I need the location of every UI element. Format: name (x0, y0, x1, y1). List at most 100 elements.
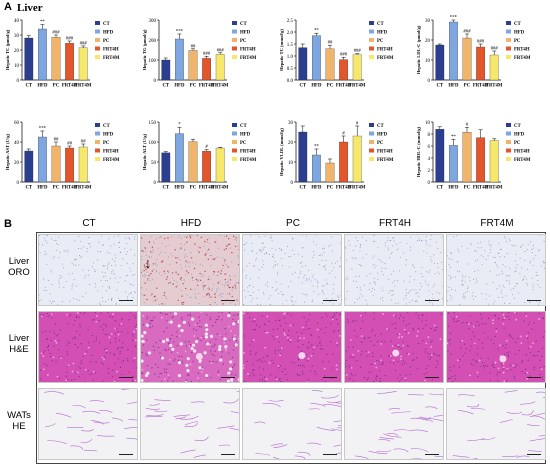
tissue-speck (301, 371, 304, 373)
tissue-speck (542, 262, 544, 264)
tissue-speck (454, 375, 456, 377)
tissue-speck (227, 237, 230, 240)
tissue-speck (99, 382, 100, 383)
adipocyte-membrane (149, 403, 161, 406)
tissue-speck (293, 253, 295, 255)
tissue-speck (354, 302, 356, 304)
tissue-speck (50, 355, 52, 357)
adipocyte-membrane (311, 390, 323, 392)
tissue-speck (495, 330, 498, 333)
adipocyte-membrane (334, 401, 341, 404)
tissue-speck (473, 278, 475, 280)
tissue-speck (361, 236, 363, 238)
tissue-speck (173, 312, 178, 316)
tissue-speck (145, 353, 147, 355)
tissue-speck (356, 287, 358, 289)
tissue-speck (459, 271, 461, 273)
tissue-speck (513, 297, 515, 299)
tissue-speck (309, 370, 312, 372)
tissue-speck (415, 292, 417, 294)
tissue-speck (217, 281, 220, 284)
tissue-speck (347, 278, 349, 280)
tissue-speck (121, 373, 123, 376)
tissue-speck (394, 327, 397, 329)
y-tick-label: 0 (154, 79, 157, 84)
tissue-speck (541, 378, 544, 380)
tissue-speck (372, 295, 374, 297)
tissue-speck (185, 363, 189, 367)
col-header-frt4h: FRT4H (378, 218, 412, 229)
tissue-speck (221, 296, 223, 298)
tissue-speck (186, 236, 188, 239)
tissue-speck (391, 345, 394, 348)
tissue-speck (156, 259, 158, 261)
tissue-speck (185, 254, 187, 256)
legend-swatch-pc (369, 140, 374, 144)
tissue-speck (46, 235, 48, 236)
tissue-speck (403, 298, 405, 300)
tissue-speck (303, 329, 305, 331)
tissue-speck (367, 351, 370, 354)
tissue-speck (151, 246, 154, 249)
tissue-speck (127, 349, 129, 351)
tissue-speck (394, 285, 396, 287)
tissue-speck (120, 322, 123, 325)
tissue-speck (304, 274, 306, 276)
legend-label: CT (240, 22, 247, 27)
tissue-speck (169, 358, 171, 361)
tissue-speck (307, 347, 309, 350)
tissue-speck (517, 337, 519, 340)
tissue-speck (150, 272, 152, 275)
tissue-speck (231, 261, 233, 263)
bar-frt4h (202, 58, 211, 81)
tissue-speck (365, 350, 367, 352)
tissue-speck (72, 362, 75, 365)
adipocyte-membrane (326, 400, 341, 403)
tissue-speck (460, 347, 462, 349)
tissue-speck (180, 289, 182, 291)
tissue-speck (292, 300, 294, 302)
tissue-speck (518, 292, 520, 294)
tissue-speck (333, 329, 335, 332)
tissue-speck (288, 256, 290, 258)
tissue-speck (143, 294, 146, 296)
tissue-speck (188, 261, 190, 263)
tissue-speck (308, 269, 310, 271)
tissue-speck (71, 379, 73, 381)
tissue-speck (59, 275, 61, 277)
tissue-speck (103, 244, 105, 246)
scale-bar (527, 377, 541, 378)
tissue-speck (292, 324, 295, 326)
tissue-speck (254, 265, 256, 267)
tissue-speck (499, 256, 501, 258)
tissue-speck (498, 285, 500, 287)
tissue-speck (430, 239, 432, 241)
tissue-speck (40, 352, 43, 354)
tissue-speck (497, 318, 500, 320)
tissue-texture (141, 235, 239, 305)
tissue-speck (374, 362, 376, 365)
tissue-speck (305, 324, 307, 326)
tissue-speck (476, 280, 478, 282)
tissue-speck (502, 264, 504, 266)
tissue-speck (88, 342, 90, 344)
legend-swatch-ct (95, 21, 100, 25)
tissue-speck (283, 332, 286, 335)
tissue-speck (512, 294, 514, 296)
tissue-speck (315, 244, 317, 246)
tissue-speck (145, 266, 147, 268)
tissue-speck (217, 271, 219, 273)
tissue-speck (464, 276, 466, 278)
tissue-speck (46, 290, 48, 292)
significance-label: ### (491, 47, 499, 52)
tissue-speck (192, 279, 194, 281)
tissue-speck (237, 255, 239, 257)
tissue-speck (225, 333, 227, 335)
adipocyte-membrane (180, 415, 199, 420)
tissue-speck (478, 339, 480, 341)
tissue-speck (200, 236, 202, 239)
adipocyte-membrane (126, 437, 137, 440)
tissue-speck (448, 340, 450, 342)
tissue-speck (146, 318, 148, 320)
tissue-speck (425, 348, 427, 351)
